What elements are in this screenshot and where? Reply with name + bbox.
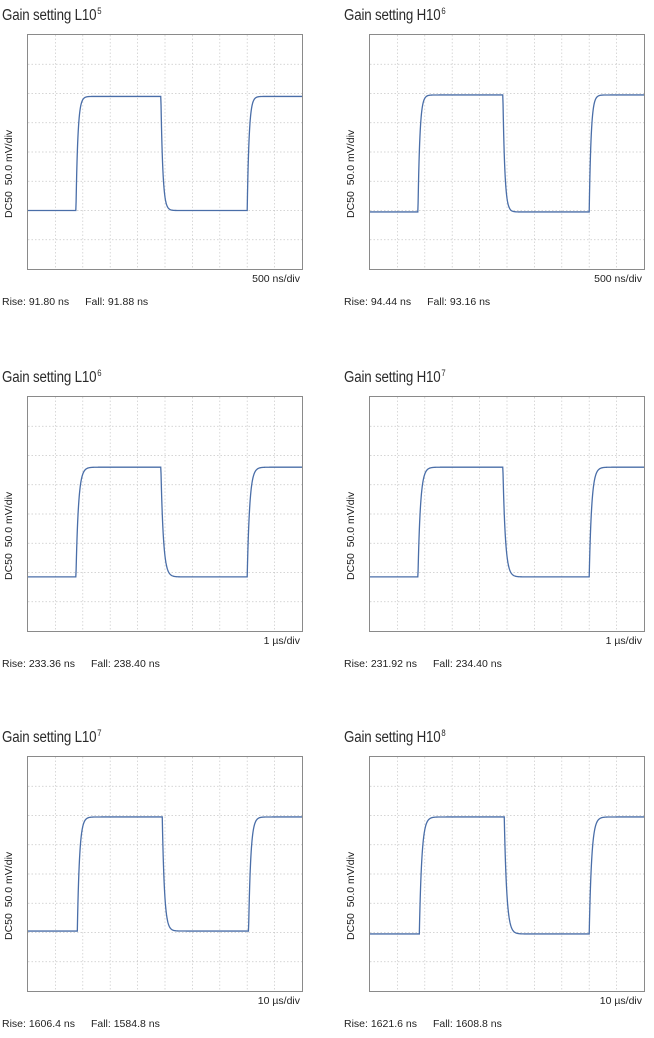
measurement-readout: Rise: 1621.6 ns Fall: 1608.8 ns bbox=[344, 1018, 502, 1030]
waveform-svg bbox=[370, 757, 644, 991]
waveform-svg bbox=[370, 35, 644, 269]
waveform-svg bbox=[28, 397, 302, 631]
scope-plot bbox=[369, 396, 645, 632]
rise-time: Rise: 231.92 ns bbox=[344, 658, 417, 670]
waveform-trace bbox=[370, 816, 644, 935]
panel-title: Gain setting H107 bbox=[344, 368, 446, 386]
fall-time: Fall: 93.16 ns bbox=[427, 296, 491, 308]
scope-panel-5: Gain setting L107 DC50 50.0 mV/div 10 µs… bbox=[0, 728, 303, 1038]
measurement-readout: Rise: 91.80 ns Fall: 91.88 ns bbox=[2, 296, 148, 308]
panel-title: Gain setting L105 bbox=[2, 6, 102, 24]
x-axis-scale-label: 10 µs/div bbox=[257, 995, 300, 1007]
fall-time: Fall: 238.40 ns bbox=[90, 658, 160, 670]
scope-panel-6: Gain setting H108 DC50 50.0 mV/div 10 µs… bbox=[342, 728, 645, 1038]
scope-panel-1: Gain setting L105 DC50 50.0 mV/div 500 n… bbox=[0, 6, 303, 316]
x-axis-scale-label: 10 µs/div bbox=[599, 995, 642, 1007]
panel-title: Gain setting H106 bbox=[344, 6, 446, 24]
panel-title: Gain setting L106 bbox=[2, 368, 102, 386]
panel-title: Gain setting L107 bbox=[2, 728, 102, 746]
measurement-readout: Rise: 231.92 ns Fall: 234.40 ns bbox=[344, 658, 502, 670]
rise-time: Rise: 1621.6 ns bbox=[344, 1018, 417, 1030]
rise-time: Rise: 91.80 ns bbox=[2, 296, 70, 308]
fall-time: Fall: 1608.8 ns bbox=[432, 1018, 502, 1030]
scope-panel-2: Gain setting H106 DC50 50.0 mV/div 500 n… bbox=[342, 6, 645, 316]
rise-time: Rise: 1606.4 ns bbox=[2, 1018, 75, 1030]
x-axis-scale-label: 1 µs/div bbox=[605, 635, 642, 647]
waveform-trace bbox=[28, 95, 302, 212]
scope-plot bbox=[369, 756, 645, 992]
waveform-svg bbox=[28, 35, 302, 269]
scope-panel-4: Gain setting H107 DC50 50.0 mV/div 1 µs/… bbox=[342, 368, 645, 678]
scope-plot bbox=[369, 34, 645, 270]
measurement-readout: Rise: 94.44 ns Fall: 93.16 ns bbox=[344, 296, 490, 308]
scope-plot bbox=[27, 34, 303, 270]
x-axis-scale-label: 1 µs/div bbox=[263, 635, 300, 647]
waveform-svg bbox=[28, 757, 302, 991]
y-axis-label: DC50 50.0 mV/div bbox=[345, 491, 357, 580]
fall-time: Fall: 1584.8 ns bbox=[90, 1018, 160, 1030]
rise-time: Rise: 233.36 ns bbox=[2, 658, 75, 670]
scope-plot bbox=[27, 756, 303, 992]
x-axis-scale-label: 500 ns/div bbox=[252, 273, 300, 285]
measurement-readout: Rise: 1606.4 ns Fall: 1584.8 ns bbox=[2, 1018, 160, 1030]
y-axis-label: DC50 50.0 mV/div bbox=[3, 851, 15, 940]
fall-time: Fall: 91.88 ns bbox=[85, 296, 149, 308]
y-axis-label: DC50 50.0 mV/div bbox=[3, 491, 15, 580]
x-axis-scale-label: 500 ns/div bbox=[594, 273, 642, 285]
waveform-trace bbox=[28, 466, 302, 578]
waveform-trace bbox=[370, 94, 644, 213]
y-axis-label: DC50 50.0 mV/div bbox=[3, 129, 15, 218]
scope-panel-3: Gain setting L106 DC50 50.0 mV/div 1 µs/… bbox=[0, 368, 303, 678]
scope-plot bbox=[27, 396, 303, 632]
y-axis-label: DC50 50.0 mV/div bbox=[345, 129, 357, 218]
rise-time: Rise: 94.44 ns bbox=[344, 296, 412, 308]
panel-title: Gain setting H108 bbox=[344, 728, 446, 746]
waveform-trace bbox=[28, 816, 302, 932]
measurement-readout: Rise: 233.36 ns Fall: 238.40 ns bbox=[2, 658, 160, 670]
waveform-svg bbox=[370, 397, 644, 631]
waveform-trace bbox=[370, 466, 644, 578]
fall-time: Fall: 234.40 ns bbox=[432, 658, 502, 670]
y-axis-label: DC50 50.0 mV/div bbox=[345, 851, 357, 940]
